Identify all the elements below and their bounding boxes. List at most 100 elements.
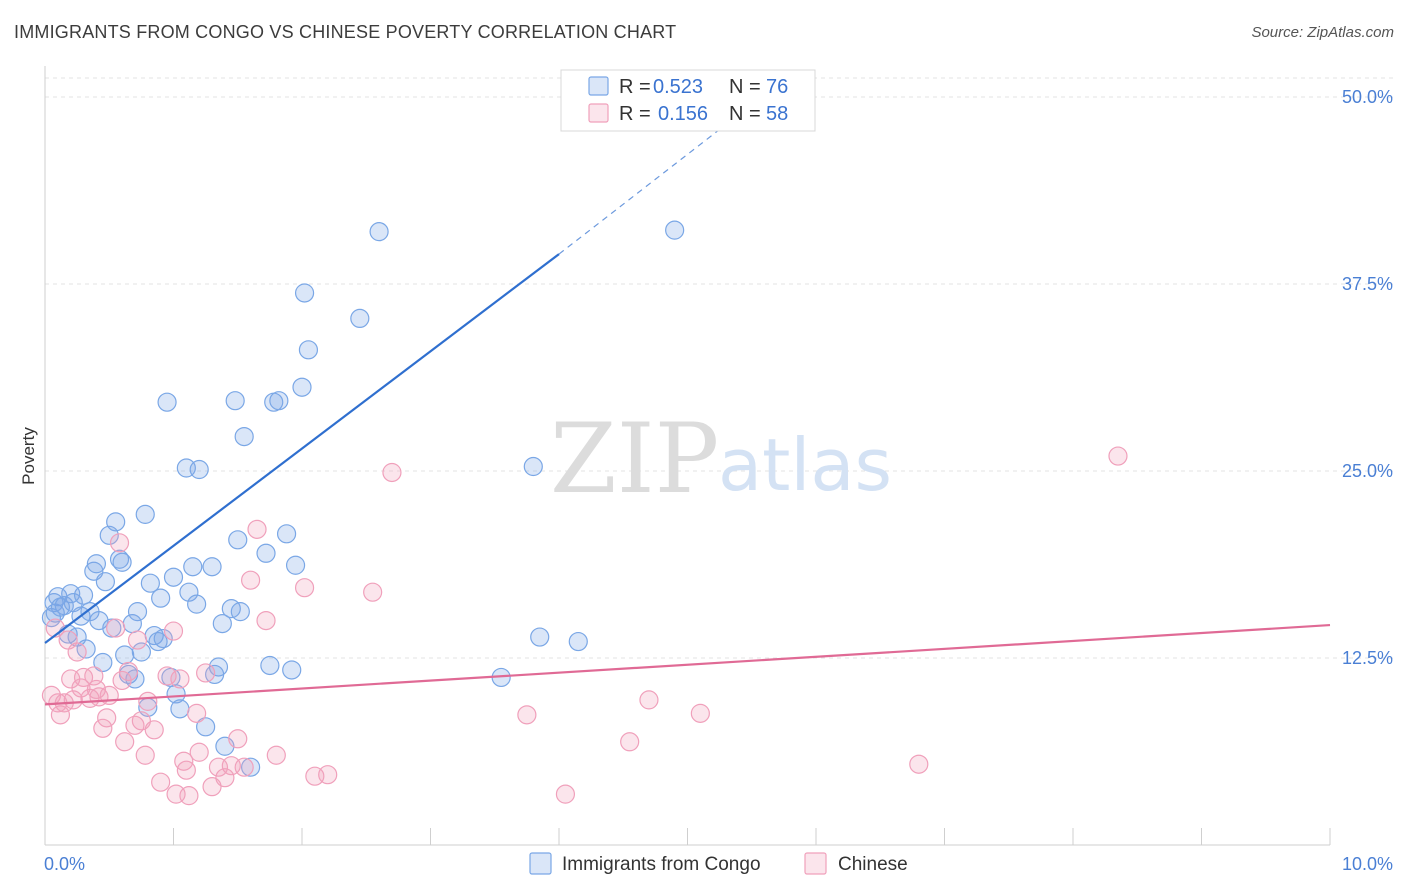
chinese-point [97,708,117,728]
chinese-point [67,642,87,662]
series-legend-label-chinese: Chinese [838,854,908,875]
congo-point [109,549,130,569]
chinese-point [109,533,130,553]
x-tick-label-1: 10.0% [1342,854,1393,874]
chart-title: IMMIGRANTS FROM CONGO VS CHINESE POVERTY… [14,22,677,42]
congo-point [230,602,250,622]
chinese-point [294,578,315,598]
congo-point [183,557,203,577]
chinese-point [363,582,383,602]
chinese-point [144,720,164,740]
congo-point [115,645,135,665]
legend-swatch-chinese [588,103,609,123]
chinese-point [187,703,207,723]
congo-point [95,572,115,592]
chinese-point [555,784,576,804]
chinese-point [234,757,254,777]
y-axis-title: Poverty [19,427,38,485]
congo-point [269,391,289,411]
congo-point [73,585,94,605]
series-legend-label-congo: Immigrants from Congo [562,854,761,875]
legend-n-label-congo: N = [729,76,761,98]
chinese-point [620,732,640,752]
congo-point [202,557,222,577]
watermark-zip: ZIP [550,403,719,515]
congo-point [131,642,151,662]
chinese-point [176,760,196,780]
watermark-atlas: atlas [718,423,892,507]
chinese-point [138,691,158,711]
y-tick-label-2: 37.5% [1342,274,1393,294]
congo-point [212,613,232,634]
congo-trend-line [44,253,560,644]
tick-labels: 12.5% 25.0% 37.5% 50.0% 0.0% 10.0% [44,87,1393,874]
series-legend-swatch-chinese [804,852,827,875]
chinese-point [517,705,537,725]
congo-point [225,391,245,411]
congo-point [196,717,216,737]
chinese-point [318,765,338,785]
congo-point [106,512,126,532]
chinese-point [73,667,94,688]
congo-point [294,283,315,303]
chinese-point [241,570,261,590]
congo-point [179,582,199,602]
congo-point [568,631,588,652]
legend-r-value-congo: 0.523 [653,76,703,98]
y-tick-label-1: 25.0% [1342,461,1393,481]
congo-point [298,340,319,360]
congo-point [170,699,190,719]
congo-point [285,555,306,575]
chart-source: Source: ZipAtlas.com [1251,24,1394,41]
grid-lines [45,77,1393,659]
chinese-point [382,462,402,483]
chinese-point [93,718,113,738]
chinese-point [163,621,184,641]
congo-point [157,392,177,412]
congo-point [260,655,280,676]
congo-point [665,220,685,240]
chinese-point [228,729,248,749]
chinese-point [690,703,710,723]
series-legend-swatch-congo [529,852,552,875]
y-tick-label-3: 50.0% [1342,87,1393,107]
congo-point [369,222,389,242]
congo-point [153,628,173,649]
legend-n-label-chinese: N = [729,103,761,125]
congo-point [256,543,276,563]
legend-r-label-chinese: R = [619,103,651,125]
chinese-point [50,705,71,725]
chinese-point [1108,446,1128,466]
congo-point [523,456,543,477]
congo-point [282,660,302,680]
legend-n-value-congo: 76 [766,76,788,98]
chinese-point [266,745,286,765]
congo-point [166,684,186,704]
chinese-trend-line [44,623,1331,706]
chinese-point [215,768,235,788]
congo-point [241,757,261,777]
chinese-point [189,742,209,762]
chinese-point [63,690,83,710]
watermark: ZIP atlas [550,403,892,515]
axes [44,66,1331,846]
congo-point [151,588,171,608]
data-points [41,220,1128,806]
correlation-legend: R = 0.523 N = 76 R = 0.156 N = 58 [560,69,816,132]
legend-r-label-congo: R = [619,76,651,98]
chinese-point [135,745,155,765]
congo-point [140,573,160,593]
congo-point [187,594,207,614]
chinese-point [170,669,190,689]
congo-point [350,308,370,329]
congo-point [93,652,113,673]
legend-swatch-congo [588,76,609,96]
congo-point [189,459,209,480]
chinese-point [127,630,148,650]
legend-n-value-chinese: 58 [766,103,788,125]
congo-point [163,567,184,587]
congo-point [86,554,107,574]
chinese-point [256,610,276,631]
chinese-point [247,519,267,539]
